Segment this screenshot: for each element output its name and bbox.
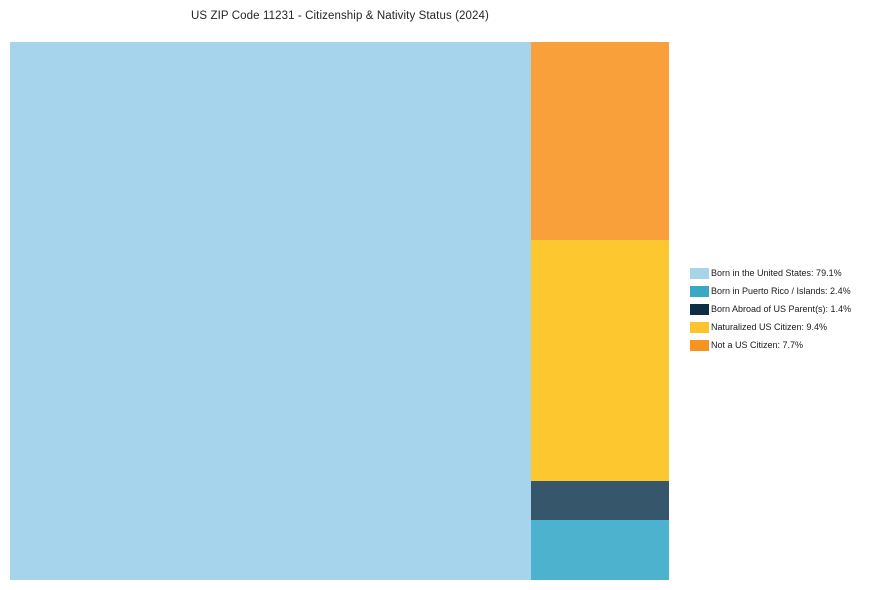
treemap-plot-area xyxy=(10,42,669,580)
legend-item[interactable]: Born Abroad of US Parent(s): 1.4% xyxy=(690,302,885,320)
legend-item[interactable]: Born in the United States: 79.1% xyxy=(690,266,885,284)
legend-item-label: Born in the United States: 79.1% xyxy=(711,268,842,278)
treemap-tile[interactable] xyxy=(531,239,669,481)
legend-item[interactable]: Born in Puerto Rico / Islands: 2.4% xyxy=(690,284,885,302)
legend-item-label: Naturalized US Citizen: 9.4% xyxy=(711,322,828,332)
legend-swatch-icon xyxy=(690,268,709,279)
chart-legend: Born in the United States: 79.1% Born in … xyxy=(690,266,885,356)
legend-swatch-icon xyxy=(690,286,709,297)
legend-swatch-icon xyxy=(690,304,709,315)
legend-item-label: Born Abroad of US Parent(s): 1.4% xyxy=(711,304,852,314)
legend-item-label: Not a US Citizen: 7.7% xyxy=(711,340,804,350)
legend-item-label: Born in Puerto Rico / Islands: 2.4% xyxy=(711,286,851,296)
legend-swatch-icon xyxy=(690,322,709,333)
treemap-tile[interactable] xyxy=(531,481,669,520)
page-title: US ZIP Code 11231 - Citizenship & Nativi… xyxy=(191,10,489,22)
legend-item[interactable]: Naturalized US Citizen: 9.4% xyxy=(690,320,885,338)
treemap-tile[interactable] xyxy=(531,520,669,580)
legend-item[interactable]: Not a US Citizen: 7.7% xyxy=(690,338,885,356)
legend-swatch-icon xyxy=(690,340,709,351)
treemap-tile[interactable] xyxy=(531,42,669,240)
treemap-tile[interactable] xyxy=(10,42,531,580)
